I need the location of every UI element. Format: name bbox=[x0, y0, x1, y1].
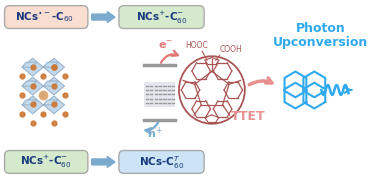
Polygon shape bbox=[22, 77, 43, 95]
FancyArrow shape bbox=[92, 12, 115, 23]
Text: NCs$^{+}$-C$_{60}^{-}$: NCs$^{+}$-C$_{60}^{-}$ bbox=[20, 154, 72, 170]
Bar bbox=[144, 82, 175, 107]
Text: NCs-C$_{60}^{T}$: NCs-C$_{60}^{T}$ bbox=[139, 154, 184, 171]
Polygon shape bbox=[22, 96, 43, 114]
Text: COOH: COOH bbox=[220, 45, 242, 54]
Polygon shape bbox=[43, 58, 65, 76]
Text: HOOC: HOOC bbox=[185, 41, 208, 50]
Polygon shape bbox=[43, 62, 58, 67]
Polygon shape bbox=[43, 81, 58, 86]
FancyBboxPatch shape bbox=[119, 6, 204, 28]
Text: TTET: TTET bbox=[231, 110, 265, 123]
Polygon shape bbox=[22, 62, 37, 67]
Text: Photon: Photon bbox=[296, 22, 345, 35]
Text: NCs$^{+}$-C$_{60}^{-}$: NCs$^{+}$-C$_{60}^{-}$ bbox=[136, 9, 187, 26]
Polygon shape bbox=[22, 58, 43, 76]
FancyArrow shape bbox=[92, 156, 115, 167]
Text: e$^{-}$: e$^{-}$ bbox=[158, 40, 173, 51]
Polygon shape bbox=[22, 81, 37, 86]
FancyBboxPatch shape bbox=[5, 6, 88, 28]
FancyBboxPatch shape bbox=[5, 151, 88, 173]
Text: h$^{+}$: h$^{+}$ bbox=[147, 125, 163, 141]
Polygon shape bbox=[43, 100, 58, 105]
Polygon shape bbox=[22, 100, 37, 105]
Polygon shape bbox=[43, 96, 65, 114]
FancyBboxPatch shape bbox=[119, 151, 204, 173]
Polygon shape bbox=[43, 77, 65, 95]
Text: NCs$^{\bullet-}$-C$_{60}$: NCs$^{\bullet-}$-C$_{60}$ bbox=[15, 11, 74, 25]
Text: Upconversion: Upconversion bbox=[273, 36, 368, 49]
